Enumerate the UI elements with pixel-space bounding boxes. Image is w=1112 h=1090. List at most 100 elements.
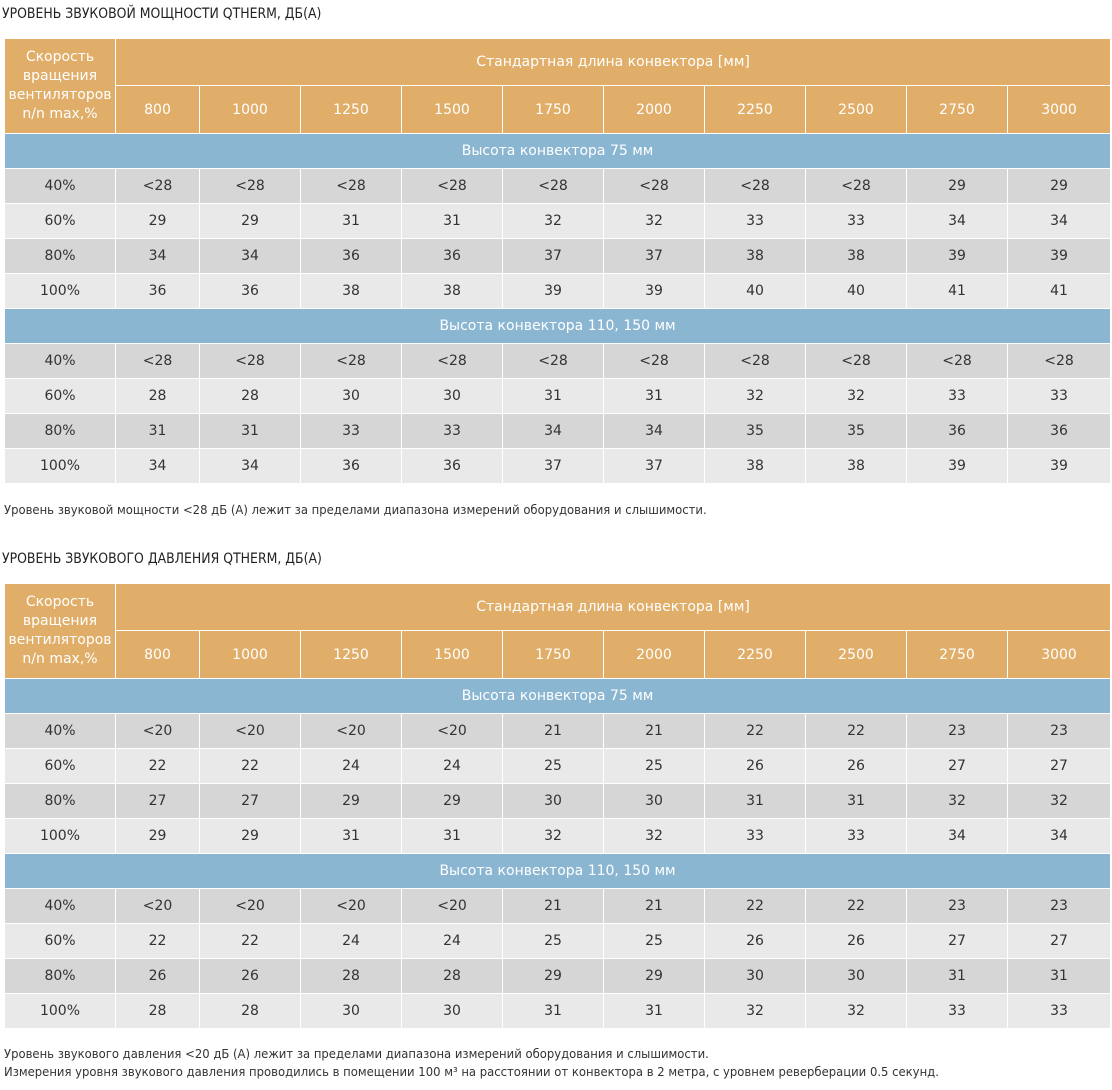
- value-cell: 38: [806, 238, 907, 273]
- table-row: 80% 34 34 36 36 37 37 38 38 39 39: [5, 238, 1111, 273]
- value-cell: 32: [604, 203, 705, 238]
- value-cell: 22: [200, 748, 301, 783]
- value-cell: 40: [705, 273, 806, 308]
- value-cell: 36: [200, 273, 301, 308]
- value-cell: 39: [503, 273, 604, 308]
- group-label: Высота конвектора 110, 150 мм: [5, 853, 1111, 888]
- table-section: УРОВЕНЬ ЗВУКОВОЙ МОЩНОСТИ QTHERM, ДБ(А) С…: [2, 6, 1111, 517]
- value-cell: <28: [116, 168, 200, 203]
- value-cell: 38: [301, 273, 402, 308]
- value-cell: 30: [503, 783, 604, 818]
- length-cell: 1500: [402, 86, 503, 133]
- data-table: Скорость вращения вентиляторов n/n max,% Ста…: [5, 39, 1111, 483]
- value-cell: <28: [402, 343, 503, 378]
- speed-cell: 100%: [5, 448, 116, 483]
- group-row: Высота конвектора 75 мм: [5, 133, 1111, 168]
- value-cell: 30: [402, 378, 503, 413]
- value-cell: 32: [806, 378, 907, 413]
- value-cell: <28: [705, 168, 806, 203]
- value-cell: 23: [1008, 888, 1111, 923]
- speed-header-line: n/n max,%: [22, 106, 98, 122]
- value-cell: 36: [301, 238, 402, 273]
- value-cell: 27: [1008, 748, 1111, 783]
- value-cell: 29: [402, 783, 503, 818]
- value-cell: 38: [705, 238, 806, 273]
- value-cell: 28: [200, 993, 301, 1028]
- value-cell: 31: [116, 413, 200, 448]
- value-cell: 37: [503, 238, 604, 273]
- value-cell: 25: [503, 923, 604, 958]
- value-cell: 36: [907, 413, 1008, 448]
- value-cell: 33: [402, 413, 503, 448]
- value-cell: 29: [116, 818, 200, 853]
- length-cell: 2000: [604, 86, 705, 133]
- value-cell: 41: [907, 273, 1008, 308]
- length-cell: 2250: [705, 631, 806, 678]
- speed-header-line: Скорость: [25, 594, 95, 610]
- length-row: 800 1000 1250 1500 1750 2000 2250 2500 2750 3000: [5, 86, 1111, 133]
- value-cell: <28: [301, 343, 402, 378]
- value-cell: 30: [402, 993, 503, 1028]
- value-cell: 30: [806, 958, 907, 993]
- value-cell: 28: [116, 993, 200, 1028]
- value-cell: <20: [301, 888, 402, 923]
- speed-cell: 40%: [5, 888, 116, 923]
- value-cell: <28: [604, 343, 705, 378]
- value-cell: 31: [200, 413, 301, 448]
- value-cell: 34: [1008, 818, 1111, 853]
- value-cell: <20: [402, 713, 503, 748]
- value-cell: 28: [116, 378, 200, 413]
- value-cell: <28: [200, 343, 301, 378]
- value-cell: 34: [200, 448, 301, 483]
- table-row: 40% <20 <20 <20 <20 21 21 22 22 23 23: [5, 888, 1111, 923]
- value-cell: 21: [503, 888, 604, 923]
- value-cell: 29: [301, 783, 402, 818]
- table-row: 40% <20 <20 <20 <20 21 21 22 22 23 23: [5, 713, 1111, 748]
- value-cell: 24: [301, 748, 402, 783]
- speed-cell: 40%: [5, 343, 116, 378]
- value-cell: 30: [301, 378, 402, 413]
- value-cell: 39: [1008, 448, 1111, 483]
- speed-cell: 80%: [5, 783, 116, 818]
- value-cell: 36: [301, 448, 402, 483]
- value-cell: 36: [1008, 413, 1111, 448]
- value-cell: 31: [402, 818, 503, 853]
- speed-header-line: Скорость: [25, 49, 95, 65]
- length-cell: 3000: [1008, 86, 1111, 133]
- group-row: Высота конвектора 110, 150 мм: [5, 308, 1111, 343]
- value-cell: 26: [116, 958, 200, 993]
- length-cell: 3000: [1008, 631, 1111, 678]
- value-cell: 21: [604, 713, 705, 748]
- group-row: Высота конвектора 75 мм: [5, 678, 1111, 713]
- value-cell: <28: [503, 168, 604, 203]
- value-cell: 30: [604, 783, 705, 818]
- value-cell: 33: [806, 203, 907, 238]
- footnote: Уровень звуковой мощности <28 дБ (А) леж…: [4, 502, 707, 517]
- value-cell: 31: [705, 783, 806, 818]
- value-cell: 32: [806, 993, 907, 1028]
- length-header: Стандартная длина конвектора [мм]: [116, 39, 1111, 86]
- value-cell: 27: [200, 783, 301, 818]
- table-row: 100% 29 29 31 31 32 32 33 33 34 34: [5, 818, 1111, 853]
- length-cell: 1000: [200, 631, 301, 678]
- value-cell: 26: [200, 958, 301, 993]
- speed-cell: 60%: [5, 203, 116, 238]
- value-cell: 26: [705, 923, 806, 958]
- table-row: 100% 28 28 30 30 31 31 32 32 33 33: [5, 993, 1111, 1028]
- value-cell: 39: [907, 238, 1008, 273]
- value-cell: 38: [402, 273, 503, 308]
- value-cell: 36: [402, 448, 503, 483]
- speed-header: Скорость вращения вентиляторов n/n max,%: [5, 39, 116, 133]
- value-cell: 25: [604, 748, 705, 783]
- value-cell: 29: [1008, 168, 1111, 203]
- header-row: Скорость вращения вентиляторов n/n max,% Ста…: [5, 584, 1111, 678]
- value-cell: 39: [907, 448, 1008, 483]
- value-cell: 29: [200, 818, 301, 853]
- value-cell: 24: [301, 923, 402, 958]
- value-cell: 38: [806, 448, 907, 483]
- value-cell: 32: [705, 993, 806, 1028]
- speed-cell: 100%: [5, 273, 116, 308]
- value-cell: <28: [907, 343, 1008, 378]
- value-cell: 23: [907, 713, 1008, 748]
- length-cell: 2750: [907, 631, 1008, 678]
